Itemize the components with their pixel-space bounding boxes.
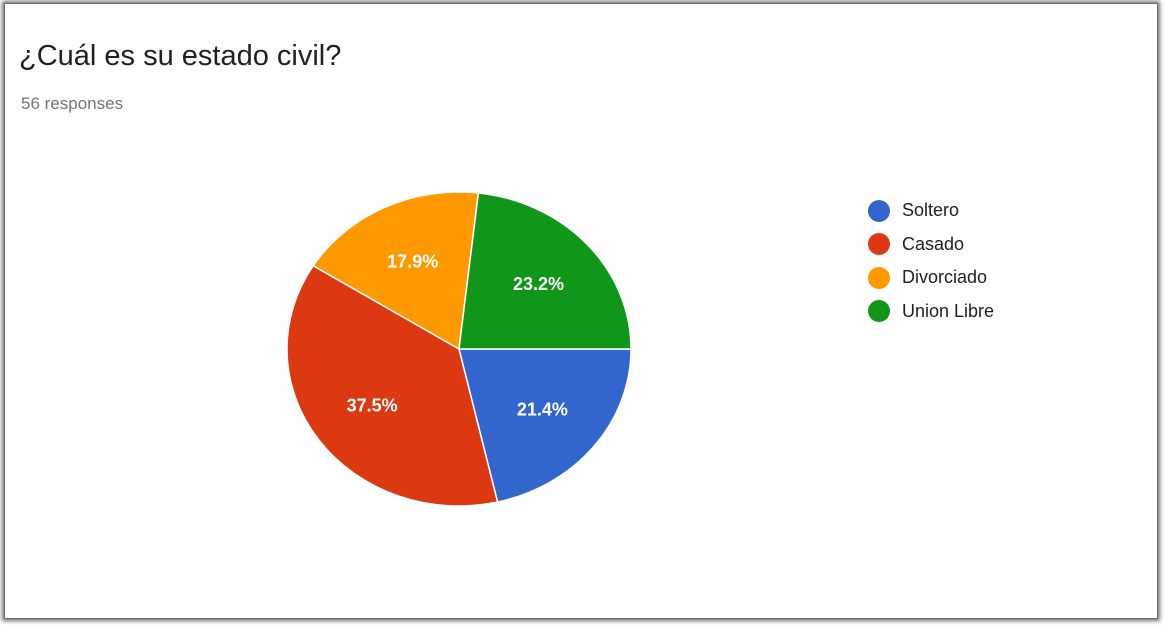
pie-slice-divorciado[interactable] — [312, 191, 480, 351]
legend-label: Divorciado — [902, 267, 988, 288]
legend-swatch — [868, 300, 890, 323]
response-summary-card: ¿Cuál es su estado civil? 56 responses 2… — [4, 3, 1158, 619]
pie-slice-label-soltero: 21.4% — [517, 400, 568, 420]
legend-swatch — [868, 266, 890, 289]
question-title: ¿Cuál es su estado civil? — [19, 40, 342, 72]
legend-item-soltero[interactable]: Soltero — [868, 194, 994, 228]
pie-chart: 21.4% 37.5% 17.9% 23.2% — [286, 191, 632, 507]
legend-label: Soltero — [902, 200, 960, 221]
legend-item-divorciado[interactable]: Divorciado — [868, 261, 994, 295]
pie-slice-label-divorciado: 17.9% — [387, 251, 438, 271]
pie-slice-labels: 21.4% 37.5% 17.9% 23.2% — [347, 251, 568, 419]
legend-swatch — [868, 199, 890, 222]
legend-item-union-libre[interactable]: Union Libre — [868, 295, 994, 329]
pie-slice-union-libre[interactable] — [458, 192, 632, 350]
pie-slice-casado[interactable] — [286, 264, 499, 507]
legend-label: Casado — [902, 233, 965, 254]
pie-slices — [286, 191, 632, 507]
legend-item-casado[interactable]: Casado — [868, 228, 994, 262]
chart-legend: Soltero Casado Divorciado Union Libre — [868, 194, 994, 328]
legend-swatch — [868, 233, 890, 256]
response-count: 56 responses — [21, 94, 124, 113]
pie-slice-label-casado: 37.5% — [347, 396, 398, 416]
legend-label: Union Libre — [902, 300, 995, 321]
pie-slice-soltero[interactable] — [458, 348, 632, 503]
pie-slice-label-union-libre: 23.2% — [513, 274, 564, 294]
